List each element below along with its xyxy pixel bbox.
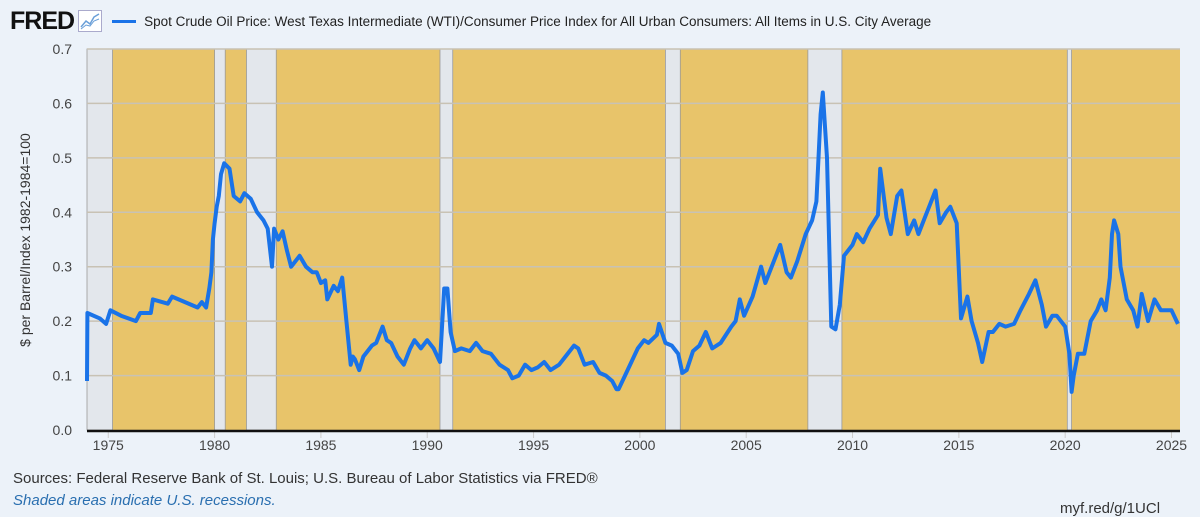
x-tick-label: 2015 <box>943 437 974 453</box>
recession-bar <box>439 48 454 431</box>
y-tick-label: 0.7 <box>53 41 73 57</box>
sources-text: Sources: Federal Reserve Bank of St. Lou… <box>13 470 598 487</box>
recession-note: Shaded areas indicate U.S. recessions. <box>13 492 276 509</box>
y-tick-label: 0.5 <box>53 150 73 166</box>
x-tick-label: 2025 <box>1156 437 1187 453</box>
chart-header: FRED Spot Crude Oil Price: West Texas In… <box>10 6 931 36</box>
recession-bar <box>214 48 226 431</box>
recession-bar <box>664 48 681 431</box>
x-tick-label: 1990 <box>412 437 443 453</box>
y-axis-label: $ per Barrel/Index 1982-1984=100 <box>17 133 33 347</box>
recession-bar <box>246 48 277 431</box>
x-tick-label: 1985 <box>305 437 336 453</box>
x-tick-label: 1980 <box>199 437 230 453</box>
y-tick-label: 0.3 <box>53 259 73 275</box>
x-tick-label: 2010 <box>837 437 868 453</box>
series-title: Spot Crude Oil Price: West Texas Interme… <box>144 13 932 29</box>
y-tick-label: 0.6 <box>53 95 73 111</box>
x-tick-label: 1995 <box>518 437 549 453</box>
y-tick-label: 0.2 <box>53 313 73 329</box>
short-url[interactable]: myf.red/g/1UCl <box>1060 500 1161 517</box>
y-tick-label: 0.4 <box>53 204 73 220</box>
y-tick-label: 0.0 <box>53 422 73 438</box>
x-tick-label: 2020 <box>1050 437 1081 453</box>
chart-line-icon <box>78 10 103 32</box>
series-line <box>85 90 1180 394</box>
x-tick-label: 1975 <box>93 437 124 453</box>
x-tick-label: 2000 <box>624 437 655 453</box>
y-tick-label: 0.1 <box>53 368 73 384</box>
recession-bar <box>86 48 113 431</box>
legend-line-swatch <box>112 19 137 23</box>
x-tick-label: 2005 <box>731 437 762 453</box>
fred-logo[interactable]: FRED <box>10 6 75 35</box>
